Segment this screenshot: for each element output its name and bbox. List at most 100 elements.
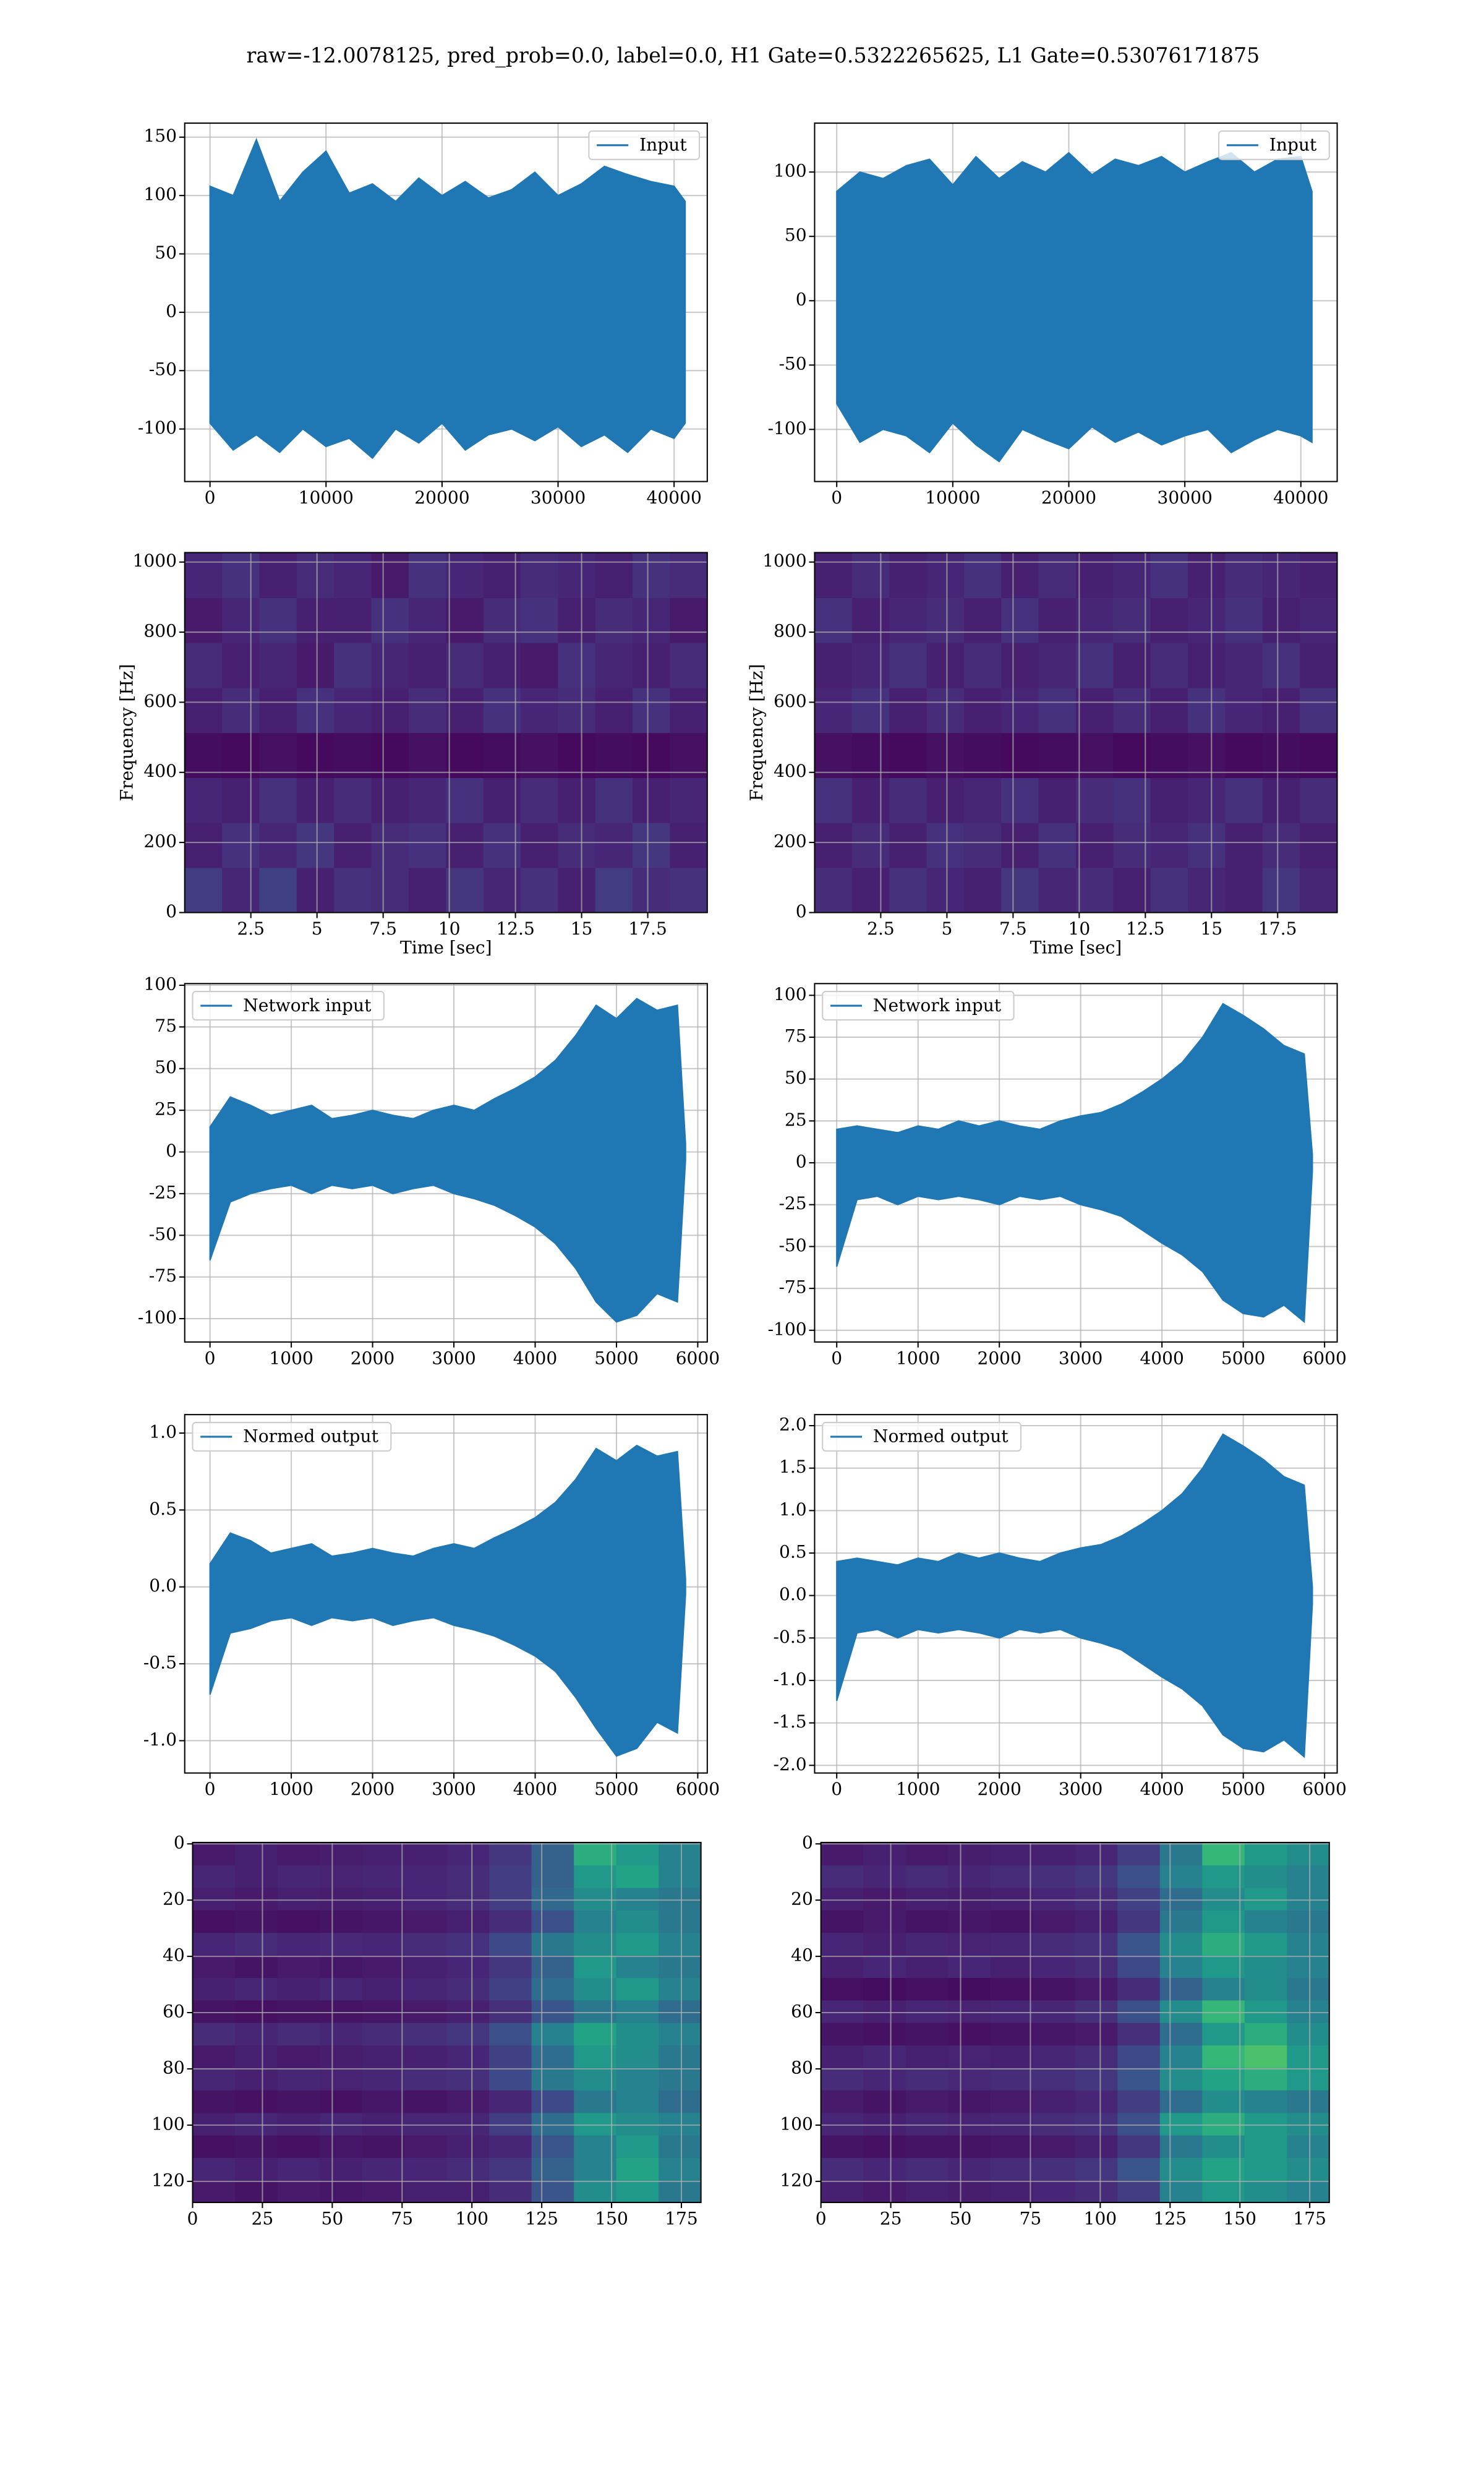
heat-cell [948,1865,991,1888]
heat-cell [558,687,596,734]
heat-cell [1001,867,1039,913]
heat-cell [574,1910,617,1933]
heat-cell [531,2112,574,2136]
heat-cell [1150,642,1188,688]
y-tick-label: 600 [774,691,807,711]
plot-area [184,552,707,913]
x-tick-label: 6000 [676,1348,720,1368]
heat-cell [1159,1842,1203,1866]
legend: Normed output [192,1421,392,1452]
y-tick-label: 80 [791,2057,813,2078]
heat-cell [659,2045,701,2068]
y-tick-label: 20 [163,1889,185,1909]
heat-cell [814,822,853,868]
heat-cell [1001,642,1039,688]
heat-cell [446,2045,490,2068]
y-tick-label: 0.5 [779,1541,807,1562]
heat-cell [1244,2180,1288,2202]
heat-cell [1244,1910,1288,1933]
heat-cell [1300,867,1337,913]
x-tick-label: 7.5 [999,918,1027,939]
x-tick-label: 4000 [1140,1779,1183,1799]
heat-cell [259,552,297,598]
y-tick-label: 80 [163,2057,185,2078]
heat-cell [1188,867,1226,913]
heat-cell [184,687,223,734]
x-tick-label: 10000 [925,487,980,508]
heat-cell [320,1887,363,1911]
heat-cell [277,2022,320,2046]
x-tick-label: 30000 [1157,487,1212,508]
heat-cell [633,822,671,868]
x-tick-label: 1000 [896,1779,940,1799]
heat-cell [863,2067,906,2091]
heat-cell [1075,1842,1119,1866]
heat-cell [222,597,260,643]
heat-cell [905,2090,949,2113]
heat-cell [235,2090,278,2113]
x-tick-label: 5000 [1221,1779,1265,1799]
y-tick-label: 100 [780,2113,813,2134]
y-tick-label: 20 [791,1889,813,1909]
heat-cell [235,1910,278,1933]
heat-cell [1300,642,1337,688]
heat-cell [408,867,447,913]
heat-cell [277,2157,320,2181]
heat-cell [851,777,890,823]
x-tick-label: 0 [831,487,842,508]
heat-cell [259,597,297,643]
y-tick-label: 150 [143,126,177,146]
heat-cell [574,2067,617,2091]
heat-cell [889,777,927,823]
heat-cell [659,2067,701,2091]
heat-cell [616,1887,659,1911]
heat-cell [863,1932,906,1956]
heat-cell [821,2157,864,2181]
x-tick-label: 2000 [977,1779,1021,1799]
heat-cell [446,642,484,688]
heat-cell [821,1887,864,1911]
y-tick-label: 1.0 [149,1422,177,1442]
x-tick-label: 175 [1293,2209,1326,2229]
heat-cell [1287,2112,1329,2136]
heat-cell [371,777,409,823]
heat-cell [948,2112,991,2136]
heat-cell [1244,2045,1288,2068]
heat-cell [821,2180,864,2202]
heat-cell [1159,2090,1203,2113]
heat-cell [851,597,890,643]
heat-cell [905,2157,949,2181]
heat-cell [320,2134,363,2158]
heat-cell [948,1977,991,2001]
heat-cell [863,2112,906,2136]
heat-cell [1300,732,1337,778]
heat-cell [1244,2067,1288,2091]
heat-cell [1001,732,1039,778]
heat-cell [659,2157,701,2181]
heat-cell [990,1887,1033,1911]
heat-cell [1150,687,1188,734]
y-tick-label: 120 [780,2170,813,2190]
heat-cell [616,2000,659,2023]
heat-cell [334,822,372,868]
heat-cell [1159,1977,1203,2001]
heat-cell [192,1910,236,1933]
heat-cell [889,642,927,688]
heat-cell [1188,732,1226,778]
y-tick-label: 600 [143,691,177,711]
heat-cell [404,1977,448,2001]
heat-cell [184,597,223,643]
x-tick-label: 12.5 [496,918,535,939]
heat-cell [404,1865,448,1888]
y-tick-label: -100 [768,418,807,439]
heat-cell [404,1887,448,1911]
heat-cell [446,2090,490,2113]
heat-cell [320,2090,363,2113]
heat-cell [889,867,927,913]
x-tick-label: 17.5 [1258,918,1297,939]
heat-cell [1287,2045,1329,2068]
heat-cell [1033,1842,1076,1866]
heat-cell [521,822,559,868]
heat-cell [1225,597,1263,643]
heat-cell [889,822,927,868]
